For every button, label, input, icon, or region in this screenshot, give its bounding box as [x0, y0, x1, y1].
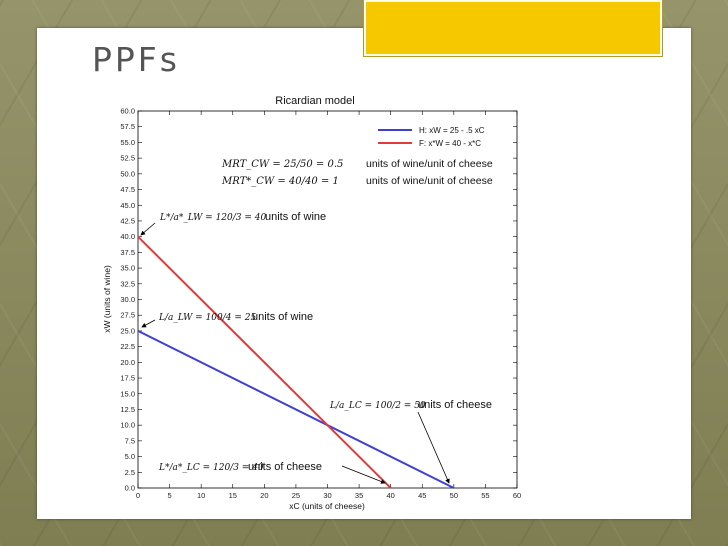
x-tick-label: 25	[292, 491, 300, 500]
x-axis-ticks: 0 5 10 15 20 25 30 35 40 45 50 55 60	[136, 111, 521, 500]
home-wine-math: L/a_LW = 100/4 = 25	[158, 313, 257, 323]
arrow-foreign-cheese	[341, 465, 386, 484]
x-axis-label: xC (units of cheese)	[289, 501, 365, 511]
y-tick-label: 27.5	[120, 311, 135, 320]
series-line-foreign	[137, 235, 392, 489]
home-wine-text: units of wine	[252, 311, 313, 323]
y-tick-label: 12.5	[120, 405, 135, 414]
y-tick-label: 57.5	[120, 122, 135, 131]
y-tick-label: 42.5	[120, 216, 135, 225]
y-tick-label: 7.5	[125, 436, 135, 445]
x-tick-label: 50	[450, 491, 458, 500]
slide-canvas	[37, 28, 691, 519]
y-tick-label: 50.0	[120, 169, 135, 178]
y-axis-label: xW (units of wine)	[102, 265, 112, 333]
y-tick-label: 55.0	[120, 138, 135, 147]
foreign-cheese-math: L*/a*_LC = 120/3 = 40	[158, 463, 264, 473]
arrow-home-cheese	[417, 411, 450, 484]
y-tick-label: 25.0	[120, 326, 135, 335]
x-tick-label: 40	[386, 491, 394, 500]
y-tick-label: 15.0	[120, 389, 135, 398]
mrt-foreign-math: MRT*_CW = 40/40 = 1	[221, 176, 339, 187]
y-tick-label: 40.0	[120, 232, 135, 241]
slide-title: PPFs	[92, 40, 180, 79]
series-lines	[137, 235, 455, 489]
series-line-home	[137, 330, 455, 489]
y-tick-label: 35.0	[120, 264, 135, 273]
x-tick-label: 20	[260, 491, 268, 500]
x-tick-label: 55	[481, 491, 489, 500]
y-tick-label: 37.5	[120, 248, 135, 257]
mrt-home-math: MRT_CW = 25/50 = 0.5	[221, 159, 343, 170]
y-tick-label: 10.0	[120, 421, 135, 430]
arrow-foreign-wine	[140, 222, 156, 236]
legend: H: xW = 25 - .5 xC F: x*W = 40 - x*C	[378, 126, 485, 148]
y-tick-label: 2.5	[125, 468, 135, 477]
x-tick-label: 60	[513, 491, 521, 500]
y-tick-label: 0.0	[125, 484, 135, 493]
y-tick-label: 45.0	[120, 201, 135, 210]
foreign-wine-text: units of wine	[265, 211, 326, 223]
y-tick-label: 52.5	[120, 154, 135, 163]
foreign-cheese-text: units of cheese	[248, 461, 322, 473]
arrow-home-wine	[141, 319, 156, 328]
mrt-foreign-text: units of wine/unit of cheese	[366, 175, 493, 187]
y-tick-label: 20.0	[120, 358, 135, 367]
y-tick-label: 5.0	[125, 452, 135, 461]
x-tick-label: 15	[229, 491, 237, 500]
home-cheese-text: units of cheese	[418, 399, 492, 411]
y-tick-label: 32.5	[120, 279, 135, 288]
x-tick-label: 10	[197, 491, 205, 500]
foreign-wine-math: L*/a*_LW = 120/3 = 40	[159, 213, 267, 223]
y-tick-label: 30.0	[120, 295, 135, 304]
x-tick-label: 5	[167, 491, 171, 500]
legend-label-home: H: xW = 25 - .5 xC	[419, 126, 485, 135]
y-tick-label: 17.5	[120, 374, 135, 383]
chart-title: Ricardian model	[275, 95, 354, 107]
x-tick-label: 30	[323, 491, 331, 500]
home-cheese-math: L/a_LC = 100/2 = 50	[329, 401, 426, 411]
mrt-home-text: units of wine/unit of cheese	[366, 158, 493, 170]
legend-label-foreign: F: x*W = 40 - x*C	[419, 139, 481, 148]
x-tick-label: 35	[355, 491, 363, 500]
y-axis-ticks: 0.0 2.5 5.0 7.5 10.0 12.5 15.0 17.5 20.0 22.5 25.0…	[120, 107, 517, 493]
y-tick-label: 60.0	[120, 107, 135, 116]
y-tick-label: 47.5	[120, 185, 135, 194]
x-tick-label: 45	[418, 491, 426, 500]
y-tick-label: 22.5	[120, 342, 135, 351]
title-accent-box	[364, 0, 662, 56]
x-tick-label: 0	[136, 491, 140, 500]
